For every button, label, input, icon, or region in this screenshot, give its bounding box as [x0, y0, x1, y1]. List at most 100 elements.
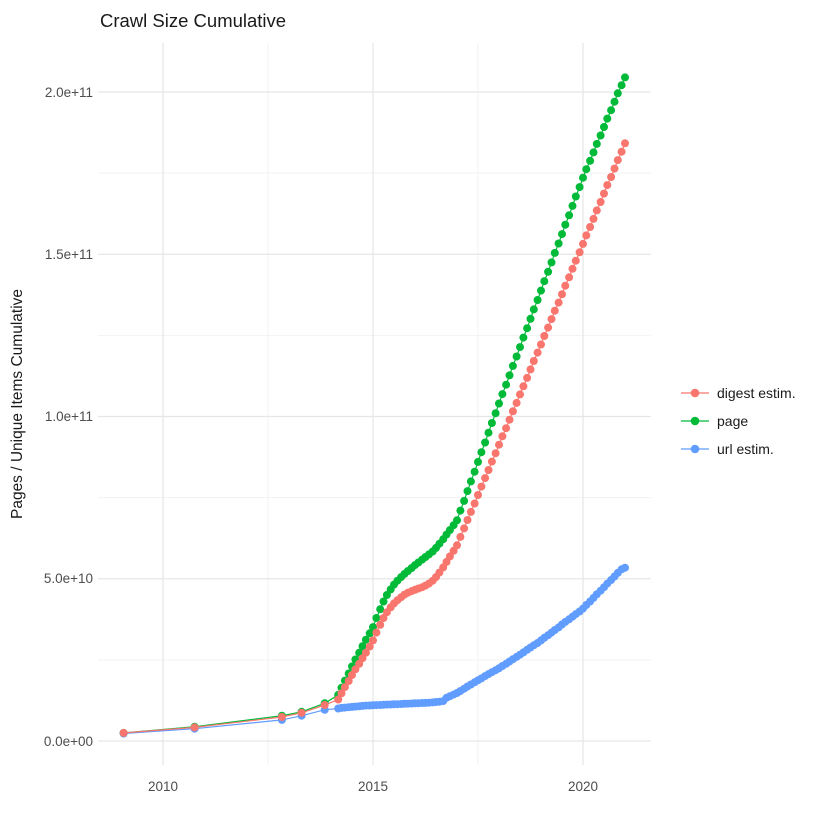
data-point	[372, 628, 381, 637]
data-point	[453, 541, 461, 550]
data-point	[487, 419, 496, 427]
data-point	[568, 201, 577, 210]
data-point	[558, 230, 566, 239]
data-point	[466, 477, 475, 486]
legend-item-page: page	[681, 413, 748, 429]
data-point	[337, 689, 346, 698]
data-point	[586, 156, 595, 165]
data-point	[547, 258, 556, 267]
data-point	[470, 467, 479, 476]
data-point	[495, 440, 503, 449]
data-point	[372, 614, 381, 622]
data-point	[516, 390, 524, 399]
data-point	[550, 306, 559, 315]
data-point	[297, 708, 306, 717]
data-point	[379, 597, 388, 606]
data-point	[491, 409, 500, 418]
data-point	[592, 206, 601, 215]
data-point	[568, 264, 577, 273]
data-point	[617, 81, 626, 90]
data-point	[460, 496, 469, 505]
series-points	[119, 73, 629, 738]
data-point	[456, 532, 465, 541]
data-point	[505, 371, 514, 380]
data-point	[487, 457, 496, 466]
data-point	[571, 192, 580, 201]
legend-item-url-estim: url estim.	[681, 441, 774, 457]
data-point	[589, 148, 598, 157]
data-point	[502, 424, 511, 433]
data-point	[348, 671, 356, 680]
data-point	[358, 642, 367, 651]
data-point	[621, 563, 629, 572]
data-point	[365, 629, 374, 638]
data-point	[481, 438, 490, 447]
data-point	[607, 173, 616, 181]
data-point	[498, 432, 507, 441]
data-point	[369, 636, 377, 645]
data-point	[537, 340, 545, 349]
data-point	[526, 365, 535, 374]
series-points-digest-estim-	[119, 139, 629, 737]
data-point	[565, 273, 574, 282]
data-point	[379, 614, 388, 622]
data-point	[523, 373, 532, 382]
data-point	[344, 677, 353, 685]
y-axis-title: Pages / Unique Items Cumulative	[9, 289, 26, 519]
data-point	[508, 361, 517, 370]
data-point	[621, 139, 629, 148]
data-point	[537, 286, 545, 295]
series-line-digest-estim-	[123, 143, 626, 734]
data-point	[582, 165, 591, 174]
data-point	[481, 474, 490, 483]
data-point	[470, 499, 479, 508]
data-point	[596, 198, 605, 206]
data-point	[491, 449, 500, 458]
data-point	[533, 296, 542, 304]
data-point	[466, 507, 475, 516]
data-point	[523, 324, 532, 333]
data-point	[505, 415, 514, 424]
data-point	[603, 181, 612, 190]
data-point	[277, 713, 286, 721]
legend: digest estim. page url estim.	[681, 385, 796, 457]
data-point	[495, 399, 503, 408]
data-point	[544, 323, 553, 332]
data-point	[596, 131, 605, 140]
data-point	[589, 214, 598, 223]
data-point	[558, 290, 566, 299]
data-point	[477, 448, 486, 457]
data-point	[565, 211, 574, 220]
data-point	[502, 380, 511, 389]
data-point	[540, 277, 549, 286]
data-point	[320, 701, 329, 709]
data-point	[340, 683, 349, 692]
data-point	[540, 332, 549, 340]
data-point	[484, 466, 493, 474]
data-point	[582, 231, 591, 240]
data-point	[453, 516, 461, 525]
data-point	[592, 139, 601, 148]
x-tick-label: 2020	[568, 779, 598, 794]
data-point	[512, 398, 521, 407]
x-tick-label: 2015	[358, 779, 388, 794]
legend-label: page	[717, 413, 748, 429]
data-point	[600, 189, 608, 198]
data-point	[579, 239, 587, 248]
data-point	[603, 114, 612, 123]
y-tick-label: 5.0e+10	[44, 571, 93, 586]
y-tick-label: 1.5e+11	[45, 247, 93, 262]
data-point	[575, 183, 584, 192]
y-tick-label: 1.0e+11	[45, 409, 93, 424]
data-point	[610, 97, 619, 106]
legend-item-digest-estim: digest estim.	[681, 385, 796, 401]
data-point	[498, 390, 507, 399]
data-point	[544, 267, 553, 276]
data-point	[484, 428, 493, 437]
y-tick-label: 0.0e+00	[44, 734, 93, 749]
legend-label: digest estim.	[717, 385, 796, 401]
legend-key-dot	[690, 444, 700, 454]
data-point	[365, 642, 374, 651]
